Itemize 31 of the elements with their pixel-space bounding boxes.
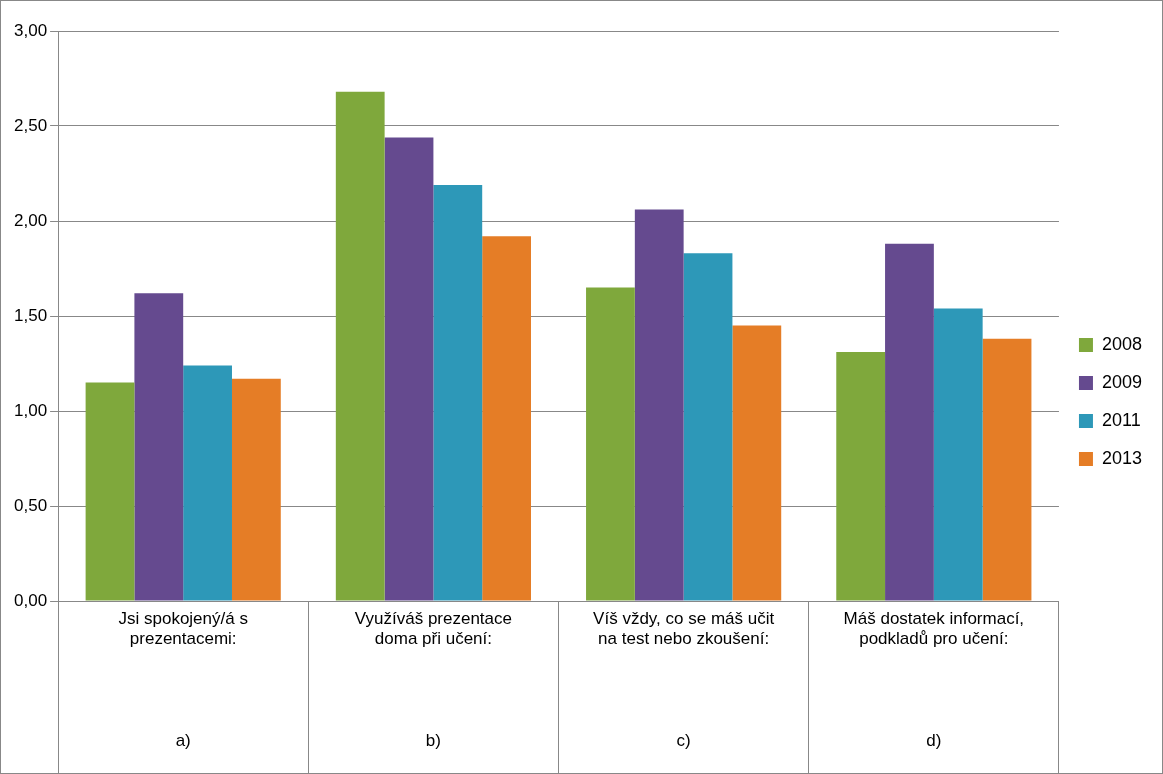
bar (586, 287, 635, 601)
legend-label: 2008 (1101, 333, 1142, 354)
category-label: Jsi spokojený/á s prezentacemi: a) (118, 608, 248, 751)
legend-label: 2011 (1101, 409, 1141, 430)
y-tick-label: 0,00 (13, 590, 48, 610)
bar (982, 338, 1032, 601)
y-tick-label: 1,00 (13, 400, 48, 420)
y-tick-label: 3,00 (13, 20, 48, 40)
bar (634, 209, 684, 601)
bar (134, 293, 184, 601)
bar (231, 378, 281, 601)
category-label: Využíváš prezentace doma při učení: b) (354, 608, 513, 751)
bar (482, 236, 531, 601)
bar (732, 325, 782, 601)
bar (335, 91, 385, 601)
category-label: Víš vždy, co se máš učit na test nebo zkoušení: c) (593, 608, 775, 751)
y-tick-label: 2,00 (13, 210, 48, 230)
bar (885, 243, 934, 601)
y-tick-label: 2,50 (13, 115, 48, 135)
bar (683, 253, 733, 601)
legend-label: 2013 (1101, 447, 1142, 468)
bar (85, 382, 135, 601)
bar (836, 352, 886, 601)
category-label: Máš dostatek informací, podkladů pro učení: d) (843, 608, 1025, 751)
legend-label: 2009 (1101, 371, 1142, 392)
y-tick-label: 1,50 (13, 305, 48, 325)
bar (433, 184, 483, 601)
bar (384, 137, 434, 601)
bar (183, 365, 232, 601)
y-tick-label: 0,50 (13, 495, 48, 515)
bar (933, 308, 983, 601)
